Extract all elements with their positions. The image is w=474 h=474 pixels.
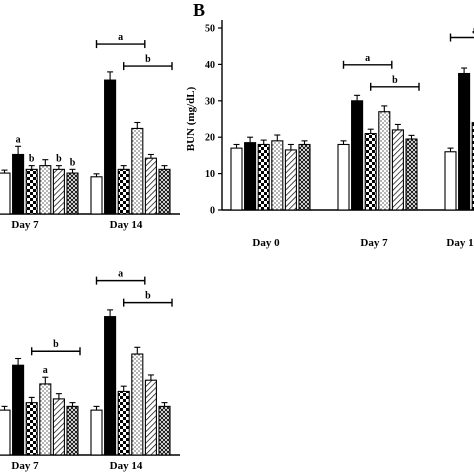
bar (458, 72, 471, 211)
bar (351, 100, 364, 211)
bar (12, 364, 25, 456)
bar (104, 79, 117, 215)
bracket-label: a (118, 32, 123, 43)
bar (144, 379, 157, 456)
bar (0, 409, 11, 456)
bracket-label: a (118, 269, 123, 280)
bar (52, 398, 65, 456)
significance-label: a (43, 365, 48, 376)
x-category-label: Day 0 (252, 237, 280, 249)
bar (405, 138, 418, 211)
bar (39, 165, 52, 215)
significance-label: b (29, 154, 35, 165)
y-tick-label: 50 (205, 24, 215, 35)
bar (244, 142, 257, 211)
bar (298, 143, 311, 211)
y-tick-label: 40 (205, 60, 215, 71)
bar (158, 405, 171, 456)
bracket-label: a (365, 53, 370, 64)
bracket-label: b (145, 54, 151, 65)
bar (12, 153, 25, 215)
significance-label: b (56, 154, 62, 165)
bar (66, 405, 79, 456)
panel-bottom-left: a Day 7 Day 14 b a b (0, 269, 180, 472)
panel-b-bun: 0 10 20 30 40 50 BUN (mg/dL) B Day 0 Day 7 Day 1 a b… (185, 0, 474, 249)
bar (0, 172, 11, 215)
x-category-label: Day 7 (11, 460, 39, 472)
bar (104, 316, 117, 456)
significance-label: b (70, 157, 76, 168)
bar (158, 168, 171, 215)
bar (144, 157, 157, 215)
significance-label: a (16, 134, 21, 145)
bar (378, 111, 391, 211)
y-axis-label: BUN (mg/dL) (185, 86, 197, 151)
bar (444, 151, 457, 211)
bar (364, 133, 377, 211)
bar (391, 129, 404, 211)
bar (117, 168, 130, 215)
bar (337, 143, 350, 211)
x-category-label: Day 1 (446, 237, 473, 249)
bar (131, 353, 144, 456)
bar (117, 390, 130, 456)
x-category-label: Day 7 (360, 237, 388, 249)
x-category-label: Day 14 (110, 460, 143, 472)
bar (25, 168, 38, 215)
bracket-label: b (145, 291, 151, 302)
y-tick-label: 10 (205, 169, 215, 180)
bar (90, 409, 103, 456)
x-category-label: Day 14 (110, 219, 143, 231)
bar (39, 383, 52, 456)
bar (284, 149, 297, 211)
x-category-label: Day 7 (11, 219, 39, 231)
panel-label: B (193, 0, 205, 20)
y-tick-label: 30 (205, 96, 215, 107)
bar (131, 127, 144, 215)
bracket-label: b (392, 75, 398, 86)
bar (271, 140, 284, 211)
bar (66, 172, 79, 215)
bar (471, 122, 474, 211)
bar (90, 176, 103, 215)
y-tick-label: 0 (210, 206, 215, 217)
bar (25, 402, 38, 456)
y-tick-label: 20 (205, 133, 215, 144)
bar (230, 147, 243, 211)
bracket-label: a (472, 26, 474, 37)
bar (257, 143, 270, 211)
bracket-label: b (53, 339, 59, 350)
bar (52, 168, 65, 215)
